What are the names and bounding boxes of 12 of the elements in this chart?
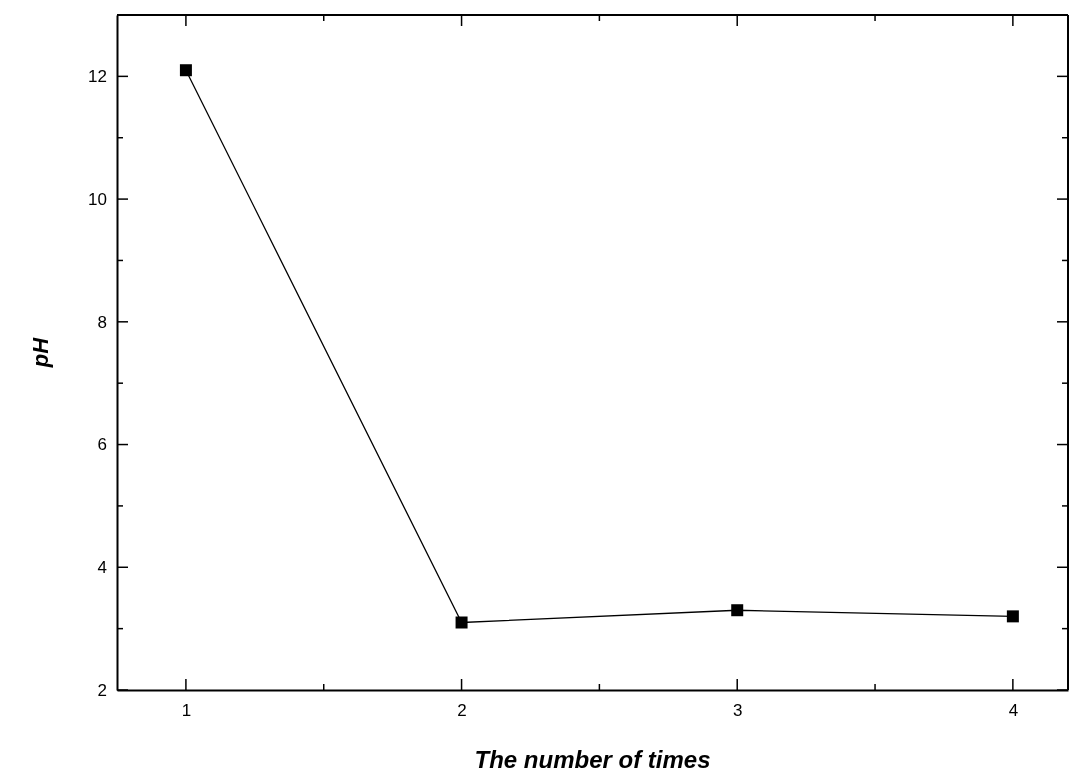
y-tick-label: 8 [97,312,107,332]
y-tick-label: 2 [97,680,107,700]
y-tick-label: 10 [88,190,107,210]
x-tick-label: 4 [1008,701,1019,721]
x-tick-label: 2 [457,701,467,721]
x-tick-label: 3 [732,701,743,721]
x-tick-label: 1 [181,701,192,721]
y-tick-label: 6 [97,435,107,455]
y-tick-label: 4 [97,558,107,578]
y-tick-label: 12 [88,67,107,87]
x-axis-title: The number of times [474,746,711,773]
y-axis-title: pH [28,336,53,369]
